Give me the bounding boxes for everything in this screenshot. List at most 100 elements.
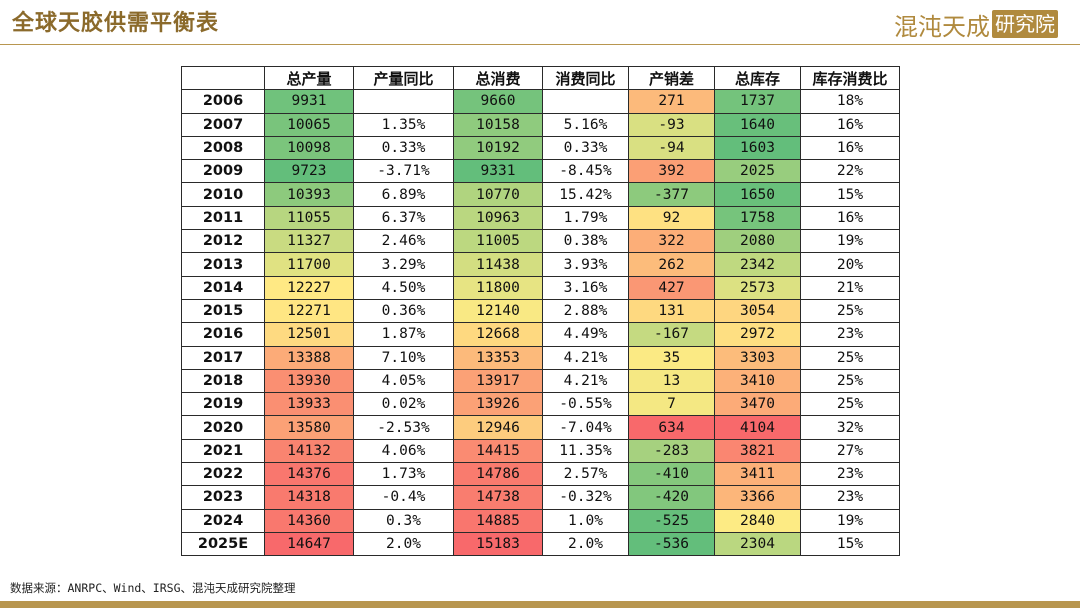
consumption-cell: 14885 <box>453 508 543 533</box>
year-cell: 2018 <box>181 368 265 394</box>
consumption-yoy-cell <box>542 89 629 114</box>
production-yoy-cell: -2.53% <box>353 415 454 440</box>
production-yoy-cell: 4.06% <box>353 438 454 464</box>
consumption-cell: 14415 <box>453 438 543 464</box>
brand-logo: 混沌天成 研究院 <box>894 8 1058 41</box>
ratio-cell: 20% <box>800 252 900 277</box>
stock-cell: 2025 <box>714 159 801 184</box>
table-row: 2023 14318 -0.4% 14738 -0.32% -420 3366 23% <box>181 485 900 510</box>
table-row: 2011 11055 6.37% 10963 1.79% 92 1758 16% <box>181 205 900 231</box>
table-row: 2017 13388 7.10% 13353 4.21% 35 3303 25% <box>181 345 900 370</box>
table-row: 2013 11700 3.29% 11438 3.93% 262 2342 20% <box>181 252 900 277</box>
gap-cell: -94 <box>628 135 715 161</box>
stock-cell: 2840 <box>714 508 801 533</box>
production-cell: 14376 <box>264 462 354 487</box>
production-cell: 12501 <box>264 322 354 347</box>
ratio-cell: 16% <box>800 112 900 137</box>
header-total-consumption: 总消费 <box>453 65 543 91</box>
consumption-yoy-cell: 2.57% <box>542 462 629 487</box>
consumption-cell: 12668 <box>453 322 543 347</box>
production-cell: 11327 <box>264 229 354 254</box>
consumption-yoy-cell: 1.0% <box>542 508 629 533</box>
year-cell: 2020 <box>181 415 265 440</box>
consumption-yoy-cell: 0.33% <box>542 135 629 161</box>
stock-cell: 3410 <box>714 368 801 394</box>
year-cell: 2011 <box>181 205 265 231</box>
ratio-cell: 16% <box>800 135 900 161</box>
consumption-cell: 14738 <box>453 485 543 510</box>
year-cell: 2006 <box>181 89 265 114</box>
production-yoy-cell: 0.33% <box>353 135 454 161</box>
gap-cell: 634 <box>628 415 715 440</box>
consumption-yoy-cell: 5.16% <box>542 112 629 137</box>
year-cell: 2013 <box>181 252 265 277</box>
production-yoy-cell: 1.35% <box>353 112 454 137</box>
year-cell: 2008 <box>181 135 265 161</box>
title-divider <box>0 44 1080 45</box>
ratio-cell: 16% <box>800 205 900 231</box>
table-row: 2018 13930 4.05% 13917 4.21% 13 3410 25% <box>181 368 900 394</box>
gap-cell: -525 <box>628 508 715 533</box>
production-yoy-cell <box>353 89 454 114</box>
year-cell: 2022 <box>181 462 265 487</box>
consumption-yoy-cell: -0.55% <box>542 392 629 417</box>
logo-text: 混沌天成 <box>894 12 990 41</box>
ratio-cell: 15% <box>800 182 900 207</box>
table-row: 2008 10098 0.33% 10192 0.33% -94 1603 16% <box>181 135 900 161</box>
consumption-cell: 10963 <box>453 205 543 231</box>
ratio-cell: 15% <box>800 531 900 557</box>
table-row: 2012 11327 2.46% 11005 0.38% 322 2080 19% <box>181 229 900 254</box>
production-yoy-cell: 2.0% <box>353 531 454 557</box>
production-yoy-cell: 1.87% <box>353 322 454 347</box>
production-cell: 12271 <box>264 298 354 324</box>
production-cell: 9931 <box>264 89 354 114</box>
year-cell: 2012 <box>181 229 265 254</box>
stock-cell: 2342 <box>714 252 801 277</box>
stock-cell: 1758 <box>714 205 801 231</box>
production-yoy-cell: 3.29% <box>353 252 454 277</box>
consumption-yoy-cell: 15.42% <box>542 182 629 207</box>
production-yoy-cell: 6.89% <box>353 182 454 207</box>
production-yoy-cell: 1.73% <box>353 462 454 487</box>
ratio-cell: 23% <box>800 322 900 347</box>
production-cell: 11055 <box>264 205 354 231</box>
year-cell: 2007 <box>181 112 265 137</box>
consumption-yoy-cell: -7.04% <box>542 415 629 440</box>
year-cell: 2014 <box>181 275 265 300</box>
stock-cell: 3366 <box>714 485 801 510</box>
stock-cell: 3470 <box>714 392 801 417</box>
production-cell: 9723 <box>264 159 354 184</box>
gap-cell: 392 <box>628 159 715 184</box>
consumption-yoy-cell: 4.49% <box>542 322 629 347</box>
consumption-yoy-cell: 3.16% <box>542 275 629 300</box>
gap-cell: 262 <box>628 252 715 277</box>
table-row: 2020 13580 -2.53% 12946 -7.04% 634 4104 32% <box>181 415 900 440</box>
gap-cell: 7 <box>628 392 715 417</box>
consumption-yoy-cell: 4.21% <box>542 368 629 394</box>
gap-cell: -167 <box>628 322 715 347</box>
production-cell: 10393 <box>264 182 354 207</box>
consumption-yoy-cell: 2.0% <box>542 531 629 557</box>
ratio-cell: 25% <box>800 392 900 417</box>
gap-cell: 131 <box>628 298 715 324</box>
ratio-cell: 25% <box>800 368 900 394</box>
stock-cell: 1737 <box>714 89 801 114</box>
data-source-note: 数据来源：ANRPC、Wind、IRSG、混沌天成研究院整理 <box>10 581 296 595</box>
production-cell: 13930 <box>264 368 354 394</box>
ratio-cell: 25% <box>800 298 900 324</box>
consumption-cell: 12946 <box>453 415 543 440</box>
stock-cell: 1603 <box>714 135 801 161</box>
table-row: 2007 10065 1.35% 10158 5.16% -93 1640 16% <box>181 112 900 137</box>
production-cell: 14318 <box>264 485 354 510</box>
header-total-production: 总产量 <box>264 65 354 91</box>
stock-cell: 1650 <box>714 182 801 207</box>
ratio-cell: 18% <box>800 89 900 114</box>
ratio-cell: 25% <box>800 345 900 370</box>
consumption-yoy-cell: 4.21% <box>542 345 629 370</box>
table-header-row: 总产量 产量同比 总消费 消费同比 产销差 总库存 库存消费比 <box>181 65 900 91</box>
consumption-yoy-cell: 1.79% <box>542 205 629 231</box>
stock-cell: 2080 <box>714 229 801 254</box>
ratio-cell: 19% <box>800 508 900 533</box>
gap-cell: 13 <box>628 368 715 394</box>
stock-cell: 2573 <box>714 275 801 300</box>
